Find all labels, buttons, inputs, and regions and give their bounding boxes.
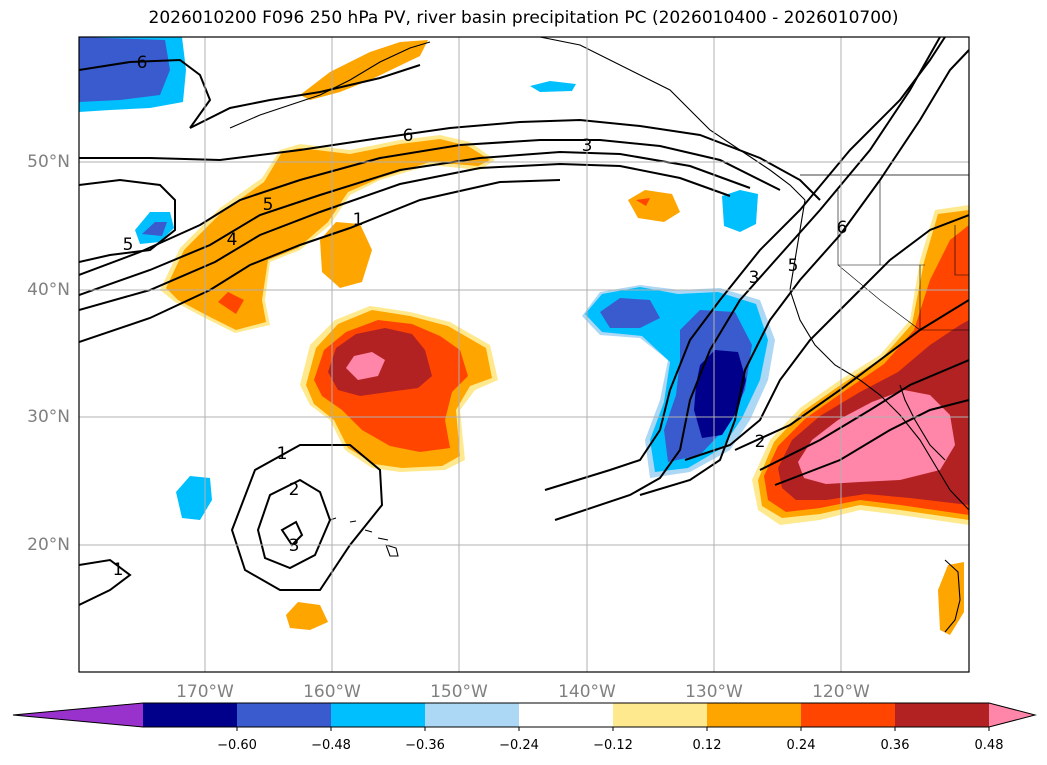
lon-label: 150°W xyxy=(430,682,488,702)
colorbar-tick-label: 0.24 xyxy=(786,738,816,753)
pos-field-small-1-red xyxy=(636,198,650,206)
pv-contour-5-west xyxy=(79,178,176,263)
contour-label: 4 xyxy=(227,230,238,250)
colorbar-box xyxy=(143,703,238,727)
contour-label: 3 xyxy=(582,136,593,156)
pv-contour-trough-2 xyxy=(554,37,941,521)
neg-field-trough-med xyxy=(600,298,660,328)
contour-label: 6 xyxy=(137,53,148,73)
colorbar-box xyxy=(425,703,520,727)
pv-contour-se-2 xyxy=(759,359,969,471)
pv-contour-2-se xyxy=(734,299,969,451)
neg-field-trough-core xyxy=(694,350,746,438)
colorbar-outline xyxy=(12,702,1037,728)
contour-label: 1 xyxy=(353,210,364,230)
pv-contours xyxy=(79,37,969,606)
pv-contour-3-jet xyxy=(79,162,731,311)
pv-contour-3-south xyxy=(280,520,304,547)
colorbar-box xyxy=(519,703,614,727)
colorbar xyxy=(12,702,1037,731)
contour-label: 2 xyxy=(289,480,300,500)
colorbar-tick-label: −0.12 xyxy=(593,738,633,753)
lat-label: 20°N xyxy=(27,535,70,555)
lat-label: 40°N xyxy=(27,280,70,300)
contour-labels: 6 5 4 6 3 1 5 6 5 3 2 1 2 3 1 xyxy=(113,53,848,580)
contour-label: 6 xyxy=(403,126,414,146)
map-area: 6 5 4 6 3 1 5 6 5 3 2 1 2 3 1 xyxy=(79,37,969,672)
contour-label: 1 xyxy=(277,444,288,464)
colorbar-tick-label: 0.48 xyxy=(974,738,1004,753)
coastline-baja xyxy=(899,384,946,461)
colorbar-box xyxy=(237,703,332,727)
pv-contour-2-south xyxy=(256,478,332,570)
lon-labels: 170°W 160°W 150°W 140°W 130°W 120°W xyxy=(176,682,870,702)
pv-contour-6-nw xyxy=(79,58,212,129)
map-frame xyxy=(78,36,970,673)
colorbar-tick-label: −0.36 xyxy=(405,738,445,753)
colorbar-box xyxy=(707,703,802,727)
lat-label: 50°N xyxy=(27,152,70,172)
pv-contour-trough-4 xyxy=(684,214,969,461)
pv-contour-5-jet xyxy=(79,139,781,276)
pos-field-small-3 xyxy=(938,562,964,635)
colorbar-tick-label: −0.60 xyxy=(217,738,257,753)
coastline-west-us xyxy=(789,199,969,511)
neg-field-small-4 xyxy=(722,190,758,232)
lon-label: 170°W xyxy=(176,682,234,702)
colorbar-box xyxy=(613,703,708,727)
contour-label: 2 xyxy=(755,432,766,452)
colorbar-box xyxy=(331,703,426,727)
pos-field-jet-red xyxy=(218,292,244,314)
contour-label: 5 xyxy=(123,235,134,255)
pos-field-small-2 xyxy=(286,602,328,630)
pos-field-small-1 xyxy=(628,190,680,222)
colorbar-extend-min xyxy=(13,703,143,727)
contour-label: 3 xyxy=(749,268,760,288)
coastline-gulf-alaska xyxy=(539,37,806,201)
colorbar-tick-label: −0.48 xyxy=(311,738,351,753)
pv-contour-1-south xyxy=(230,444,384,591)
pv-contour-4-jet xyxy=(79,150,751,296)
colorbar-tick-label: −0.24 xyxy=(499,738,539,753)
lon-label: 120°W xyxy=(812,682,870,702)
neg-field-small-1-inner xyxy=(142,222,167,236)
pos-field-jet-blob xyxy=(320,222,372,288)
state-border-3 xyxy=(879,180,925,266)
contour-label: 6 xyxy=(837,218,848,238)
lon-label: 160°W xyxy=(303,682,361,702)
contour-label: 1 xyxy=(113,560,124,580)
colorbar-box xyxy=(895,703,990,727)
pv-contour-1-sw xyxy=(79,558,132,606)
lat-labels: 50°N 40°N 30°N 20°N xyxy=(27,152,70,555)
lon-label: 140°W xyxy=(558,682,616,702)
pv-contour-se-3 xyxy=(774,399,969,486)
lat-label: 30°N xyxy=(27,407,70,427)
state-border-6 xyxy=(954,225,969,276)
colorbar-extend-max xyxy=(989,703,1035,727)
graticule xyxy=(79,37,969,672)
neg-field-small-2 xyxy=(530,81,576,92)
pos-field-mid-pink xyxy=(346,352,385,380)
pv-contour-top-ridge xyxy=(189,64,421,129)
coastline-mexico xyxy=(944,559,961,633)
contour-label: 5 xyxy=(263,195,274,215)
neg-field-nw-inner xyxy=(79,37,170,102)
lon-label: 130°W xyxy=(685,682,743,702)
state-border-4 xyxy=(837,264,921,331)
contour-label: 3 xyxy=(289,536,300,556)
pv-contour-trough-3 xyxy=(639,49,969,496)
neg-field-small-3 xyxy=(176,476,212,520)
pv-contour-1-jet xyxy=(79,179,561,343)
colorbar-tick-label: 0.36 xyxy=(880,738,910,753)
pos-field-jet xyxy=(166,139,490,330)
colorbar-tick-label: 0.12 xyxy=(692,738,722,753)
pv-contour-trough-outer xyxy=(544,37,946,491)
pv-contour-6-jet xyxy=(79,118,821,201)
colorbar-box xyxy=(801,703,896,727)
hawaii-islands xyxy=(329,517,399,557)
figure-title: 2026010200 F096 250 hPa PV, river basin … xyxy=(148,8,899,28)
contour-label: 5 xyxy=(788,256,799,276)
